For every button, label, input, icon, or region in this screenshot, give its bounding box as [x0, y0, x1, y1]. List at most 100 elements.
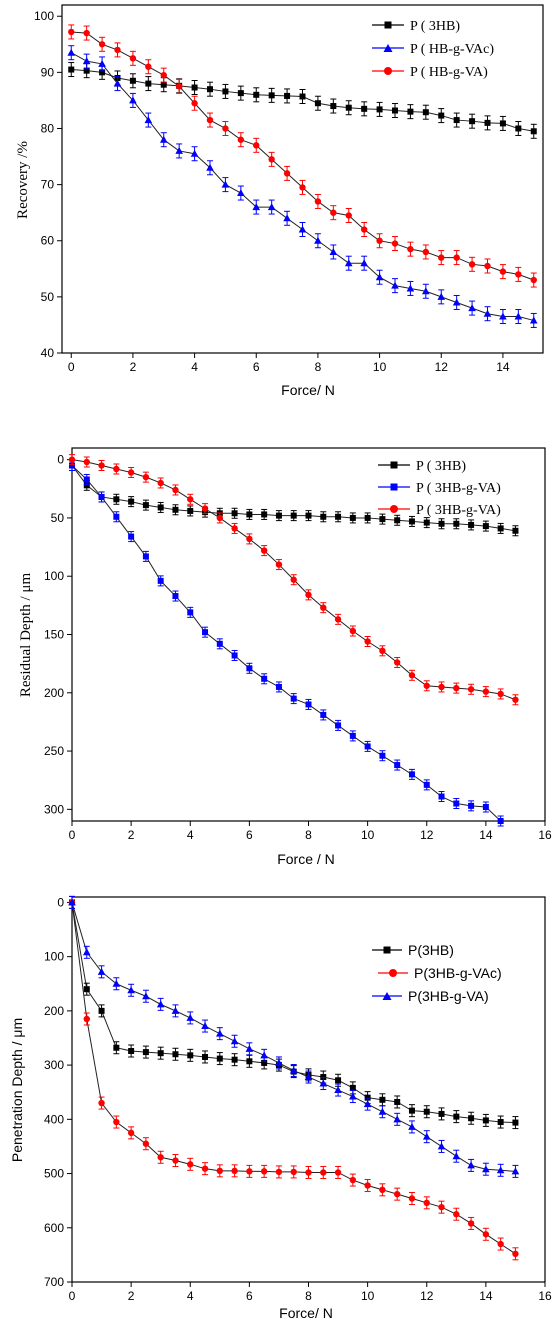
penetration-data-point — [113, 1119, 119, 1125]
residual-data-point — [157, 480, 163, 486]
penetration-data-point — [364, 1182, 370, 1188]
penetration-series-2 — [68, 896, 519, 1177]
penetration-data-point — [291, 1169, 297, 1175]
penetration-data-point — [424, 1200, 430, 1206]
recovery-data-point — [268, 156, 274, 162]
penetration-y-tick-label: 400 — [44, 1112, 64, 1126]
recovery-data-point — [392, 108, 398, 114]
residual-data-point — [439, 521, 445, 527]
recovery-data-point — [531, 128, 537, 134]
penetration-data-point — [246, 1168, 252, 1174]
recovery-data-point — [469, 261, 475, 267]
residual-data-point — [483, 688, 489, 694]
penetration-x-tick-label: 16 — [538, 1289, 552, 1303]
penetration-data-point — [276, 1169, 282, 1175]
residual-data-point — [158, 504, 164, 510]
penetration-x-tick-label: 4 — [187, 1289, 194, 1303]
residual-data-point — [276, 513, 282, 519]
recovery-data-point — [485, 120, 491, 126]
recovery-data-point — [423, 249, 429, 255]
residual-data-point — [498, 818, 504, 824]
penetration-data-point — [260, 1051, 268, 1058]
penetration-y-tick-label: 200 — [44, 1004, 64, 1018]
residual-data-point — [291, 696, 297, 702]
penetration-data-point — [453, 1211, 459, 1217]
recovery-data-point — [114, 47, 120, 53]
recovery-legend-item-phb-g-va: P ( HB-g-VA) — [372, 65, 488, 80]
residual-data-point — [261, 676, 267, 682]
recovery-data-point — [207, 86, 213, 92]
residual-y-tick-label: 200 — [44, 686, 64, 700]
recovery-data-point — [469, 118, 475, 124]
residual-data-point — [424, 782, 430, 788]
residual-data-point — [261, 511, 267, 517]
residual-x-tick-label: 12 — [420, 828, 434, 842]
recovery-y-tick-label: 90 — [41, 65, 55, 79]
residual-data-point — [409, 771, 415, 777]
residual-data-point — [98, 462, 104, 468]
penetration-data-point — [409, 1195, 415, 1201]
penetration-data-point — [186, 1014, 194, 1021]
penetration-y-tick-label: 700 — [44, 1275, 64, 1289]
svg-text:P(3HB-g-VAc): P(3HB-g-VAc) — [414, 965, 502, 981]
penetration-data-point — [379, 1108, 387, 1115]
penetration-data-point — [409, 1108, 415, 1114]
recovery-data-point — [423, 109, 429, 115]
residual-data-point — [202, 505, 208, 511]
recovery-y-ticks: 405060708090100 — [34, 9, 62, 360]
residual-x-tick-label: 8 — [305, 828, 312, 842]
svg-text:P ( 3HB-g-VA): P ( 3HB-g-VA) — [416, 481, 501, 496]
residual-y-tick-label: 300 — [44, 802, 64, 816]
penetration-data-point — [202, 1054, 208, 1060]
penetration-x-tick-label: 6 — [246, 1289, 253, 1303]
penetration-data-point — [379, 1187, 385, 1193]
penetration-data-point — [438, 1204, 444, 1210]
residual-y-tick-label: 250 — [44, 744, 64, 758]
recovery-legend-item-p3hb: P ( 3HB) — [372, 19, 460, 34]
recovery-data-point — [283, 214, 291, 221]
svg-text:P(3HB-g-VA): P(3HB-g-VA) — [408, 988, 489, 1004]
recovery-data-point — [376, 238, 382, 244]
residual-data-point — [335, 722, 341, 728]
residual-data-point — [143, 474, 149, 480]
penetration-data-point — [143, 1049, 149, 1055]
residual-data-point — [453, 521, 459, 527]
recovery-x-tick-label: 10 — [373, 360, 387, 374]
residual-data-point — [498, 525, 504, 531]
recovery-data-point — [407, 109, 413, 115]
residual-data-point — [232, 652, 238, 658]
penetration-data-point — [158, 1050, 164, 1056]
penetration-series-line — [72, 902, 515, 1122]
recovery-data-point — [145, 64, 151, 70]
svg-text:P ( HB-g-VA): P ( HB-g-VA) — [410, 65, 488, 80]
recovery-data-point — [438, 113, 444, 119]
recovery-data-point — [238, 90, 244, 96]
residual-data-point — [350, 733, 356, 739]
residual-x-tick-label: 4 — [187, 828, 194, 842]
penetration-data-point — [305, 1169, 311, 1175]
penetration-data-point — [172, 1051, 178, 1057]
recovery-data-point — [175, 147, 183, 154]
recovery-data-point — [484, 263, 490, 269]
residual-data-point — [350, 628, 356, 634]
residual-y-axis-title: Residual Depth / μm — [18, 573, 34, 698]
penetration-legend: P(3HB) P(3HB-g-VAc) P(3HB-g-VA) — [372, 942, 502, 1004]
penetration-data-point — [128, 1048, 134, 1054]
recovery-y-tick-label: 50 — [41, 290, 55, 304]
recovery-data-point — [222, 125, 228, 131]
penetration-data-point — [334, 1086, 342, 1093]
penetration-x-tick-label: 8 — [305, 1289, 312, 1303]
penetration-data-point — [157, 1154, 163, 1160]
residual-data-point — [365, 515, 371, 521]
residual-depth-chart: 0 2 4 6 8 10 12 14 16 050100150200250300 Force /… — [18, 448, 552, 867]
penetration-data-point — [439, 1111, 445, 1117]
penetration-data-point — [483, 1231, 489, 1237]
penetration-data-point — [498, 1119, 504, 1125]
penetration-data-point — [512, 1120, 518, 1126]
recovery-legend: P ( 3HB) P ( HB-g-VAc) P ( HB-g-VA) — [372, 19, 494, 80]
penetration-data-point — [201, 1022, 209, 1029]
recovery-data-point — [407, 246, 413, 252]
penetration-data-point — [172, 1007, 180, 1014]
residual-data-point — [438, 684, 444, 690]
residual-data-point — [424, 520, 430, 526]
